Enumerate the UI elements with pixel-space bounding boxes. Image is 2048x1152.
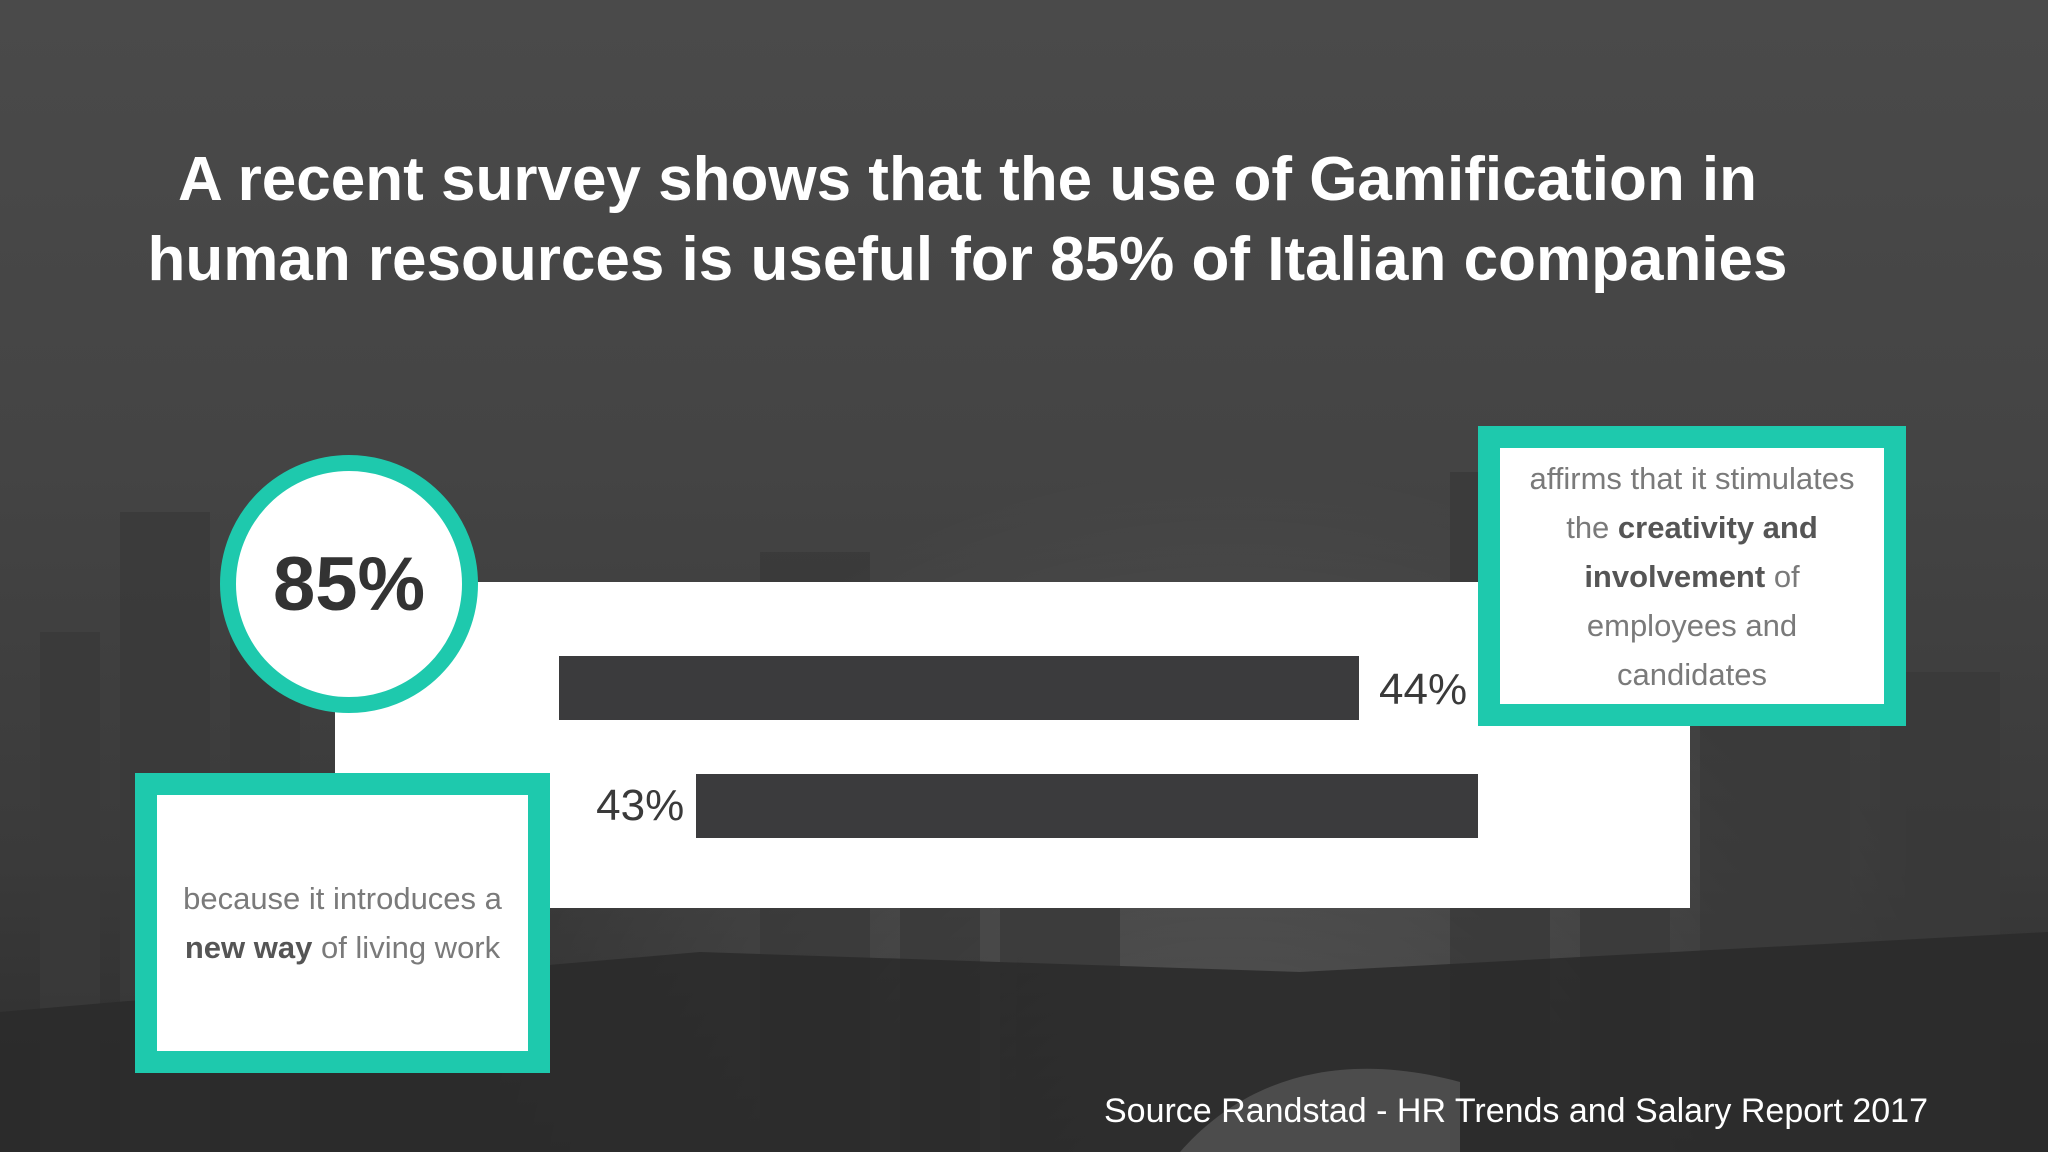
chart-panel: 44% 43% bbox=[335, 582, 1690, 908]
callout-creativity: affirms that it stimulates the creativit… bbox=[1478, 426, 1906, 726]
callout-new-way-text: because it introduces a new way of livin… bbox=[183, 881, 502, 965]
bar-label-44: 44% bbox=[1379, 665, 1468, 714]
bar-43 bbox=[696, 774, 1478, 838]
callout-new-way: because it introduces a new way of livin… bbox=[135, 773, 550, 1073]
callout-creativity-text: affirms that it stimulates the creativit… bbox=[1529, 460, 1855, 692]
source-citation: Source Randstad - HR Trends and Salary R… bbox=[1103, 1092, 1928, 1130]
percent-badge-value: 85% bbox=[272, 541, 426, 627]
bar-label-43: 43% bbox=[596, 781, 685, 830]
headline: A recent survey shows that the use of Ga… bbox=[147, 145, 1788, 294]
percent-badge: 85% bbox=[220, 455, 478, 713]
bar-44 bbox=[559, 656, 1359, 720]
